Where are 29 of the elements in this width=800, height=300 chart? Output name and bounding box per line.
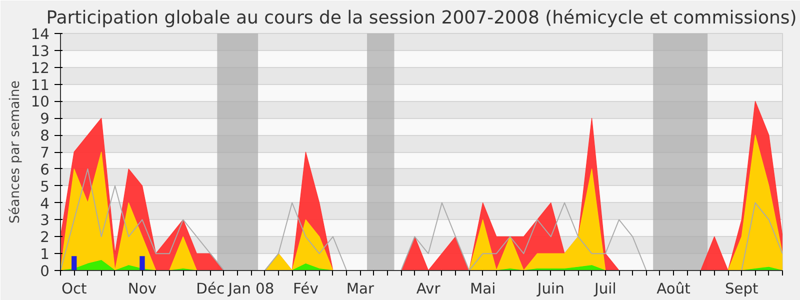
y-tick-label: 3: [40, 212, 50, 230]
y-tick-label: 5: [40, 178, 50, 196]
y-tick-label: 1: [40, 246, 50, 264]
y-tick-label: 8: [40, 128, 50, 145]
x-tick-label: Nov: [128, 280, 157, 298]
x-tick-label: Août: [656, 280, 691, 298]
x-tick-label: Jan 08: [227, 280, 274, 298]
x-tick-label: Sept: [724, 280, 759, 298]
y-tick-label: 11: [30, 76, 50, 94]
y-tick-label: 0: [40, 263, 50, 280]
y-tick-label: 4: [40, 195, 50, 212]
x-tick-label: Juil: [594, 280, 616, 298]
x-tick-label: Déc: [196, 280, 225, 298]
x-tick-label: Mai: [470, 280, 496, 298]
x-tick-label: Avr: [416, 280, 442, 298]
chart-title: Participation globale au cours de la session 2007-2008 (hémicycle et commissions): [46, 8, 797, 28]
y-tick-label: 12: [30, 60, 50, 77]
x-tick-label: Fév: [293, 280, 319, 298]
x-tick-label: Mar: [346, 280, 375, 298]
y-tick-label: 7: [40, 144, 50, 162]
y-tick-label: 14: [30, 26, 50, 43]
y-tick-label: 9: [40, 110, 50, 128]
x-tick-label: Juin: [536, 280, 564, 298]
x-tick-label: Oct: [61, 280, 88, 298]
y-tick-label: 10: [30, 94, 50, 111]
y-tick-label: 2: [40, 229, 50, 246]
y-tick-label: 6: [40, 161, 50, 178]
y-axis-title: Séances par semaine: [8, 80, 23, 224]
y-tick-label: 13: [30, 42, 50, 60]
